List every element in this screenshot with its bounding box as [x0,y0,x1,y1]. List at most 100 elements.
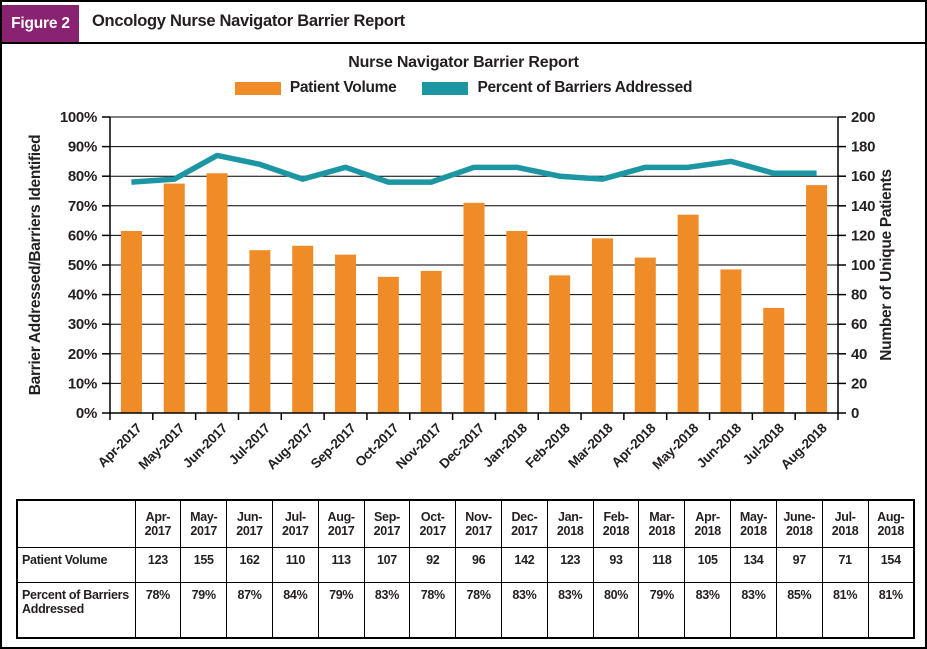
data-table: Apr- 2017 May- 2017 Jun- 2017 Jul- 2017 Aug- 2017… [16,499,915,639]
bar-May-2018 [677,214,699,413]
y-tick-label-left: 100% [60,109,97,126]
bar-Apr-2018 [634,257,656,413]
table-header-cell: Aug- 2018 [867,499,915,548]
y-tick-label-right: 100 [851,257,875,274]
x-axis-label: Jan-2018 [480,420,530,470]
y-tick-label-right: 60 [851,316,867,333]
bar-Jan-2018 [506,230,528,413]
table-cell: 83% [363,582,411,639]
table-header-cell: Feb- 2018 [592,499,640,548]
y-tick-label-left: 90% [68,139,97,156]
table-header-cell: May- 2017 [180,499,228,548]
y-tick-label-left: 10% [68,375,97,392]
table-cell: 83% [501,582,548,639]
table-cell: 97 [775,547,823,583]
right-axis-title: Number of Unique Patients [878,169,895,360]
figure-header: Figure 2 Oncology Nurse Navigator Barrie… [2,2,925,44]
bar-Mar-2018 [591,238,613,413]
table-header-cell: Jan- 2018 [546,499,594,548]
table-header-cell: Nov- 2017 [455,499,502,548]
table-cell: 118 [638,547,686,583]
table-cell: 96 [455,547,502,583]
table-row-label: Percent of Barriers Addressed [16,582,136,639]
combo-chart: 0% 10% 20% 30% 40% 50% 60% 70% 80% 90% 100% 0 20 40 60… [27,109,895,473]
table-cell: 162 [226,547,273,583]
legend-label: Percent of Barriers Addressed [477,79,693,96]
table-cell: 110 [271,547,319,583]
table-cell: 84% [271,582,319,639]
y-tick-label-left: 50% [68,257,97,274]
bar-Aug-2018 [806,185,828,413]
legend-swatch-line [422,81,469,95]
legend-item: Percent of Barriers Addressed [422,79,692,97]
table-header-cell: Jul- 2018 [821,499,869,548]
x-axis-label: Aug-2018 [778,420,830,472]
y-tick-label-right: 180 [851,139,875,156]
y-tick-label-left: 0% [76,405,97,422]
table-header-cell: Sep- 2017 [363,499,411,548]
table-cell: 155 [180,547,228,583]
table-cell: 81% [867,582,915,639]
table-header-cell: Dec- 2017 [501,499,548,548]
table-cell: 79% [180,582,228,639]
table-header-cell: Oct- 2017 [409,499,457,548]
x-axis-label: May-2018 [649,420,701,472]
left-axis-title: Barrier Addressed/Barriers Identified [27,135,44,396]
table-row: Patient Volume 123 155 162 110 113 107 92 96 142 1… [16,547,915,583]
x-axis-label: Jun-2018 [694,420,745,471]
y-tick-label-right: 40 [851,346,867,363]
bar-Jul-2018 [763,307,785,413]
x-axis-label: Nov-2017 [393,421,444,472]
table-cell: 85% [775,582,823,639]
table-cell: 80% [592,582,640,639]
table-cell: 83% [684,582,732,639]
table-row-label: Patient Volume [16,547,136,583]
y-tick-label-right: 120 [851,227,875,244]
x-axis-label: Mar-2018 [565,420,616,471]
legend-swatch-bar [234,81,281,95]
chart-area: Nurse Navigator Barrier Report Patient V… [2,54,925,495]
table-header-cell: Apr- 2018 [684,499,732,548]
x-axis-label: May-2017 [135,421,187,473]
y-tick-label-right: 20 [851,375,867,392]
table-cell: 154 [867,547,915,583]
table-cell: 78% [409,582,457,639]
y-tick-label-left: 70% [68,198,97,215]
y-tick-label-left: 80% [68,168,97,185]
table-cell: 142 [501,547,548,583]
bar-Jun-2018 [720,269,742,413]
table-cell: 78% [134,582,182,639]
table-cell: 105 [684,547,732,583]
bar-Aug-2017 [292,245,314,413]
table-cell: 107 [363,547,411,583]
y-tick-label-left: 20% [68,346,97,363]
table-header-cell: Jun- 2017 [226,499,273,548]
table-cell: 83% [730,582,777,639]
y-tick-label-right: 160 [851,168,875,185]
table-header-cell: Apr- 2017 [134,499,182,548]
x-axis-label: Sep-2017 [308,421,359,472]
bar-May-2017 [163,183,185,413]
table-cell: 79% [638,582,686,639]
table-cell: 92 [409,547,457,583]
y-tick-label-right: 80 [851,287,867,304]
y-tick-label-right: 200 [851,109,875,126]
bar-Jun-2017 [206,173,228,413]
bar-Jul-2017 [249,250,271,413]
table-cell: 113 [317,547,365,583]
table-cell: 123 [134,547,182,583]
bar-Sep-2017 [335,254,357,413]
y-tick-label-right: 140 [851,198,875,215]
bar-Oct-2017 [377,276,399,413]
x-axis-label: Jun-2017 [180,421,230,471]
table-header-cell: May- 2018 [730,499,777,548]
y-tick-label-right: 0 [851,405,859,422]
table-cell: 81% [821,582,869,639]
table-corner-cell [16,499,136,548]
table-row: Percent of Barriers Addressed 78% 79% 87% 84… [16,582,915,639]
table-cell: 123 [546,547,594,583]
x-axis-label: Aug-2017 [264,421,316,473]
table-cell: 87% [226,582,273,639]
table-cell: 78% [455,582,502,639]
